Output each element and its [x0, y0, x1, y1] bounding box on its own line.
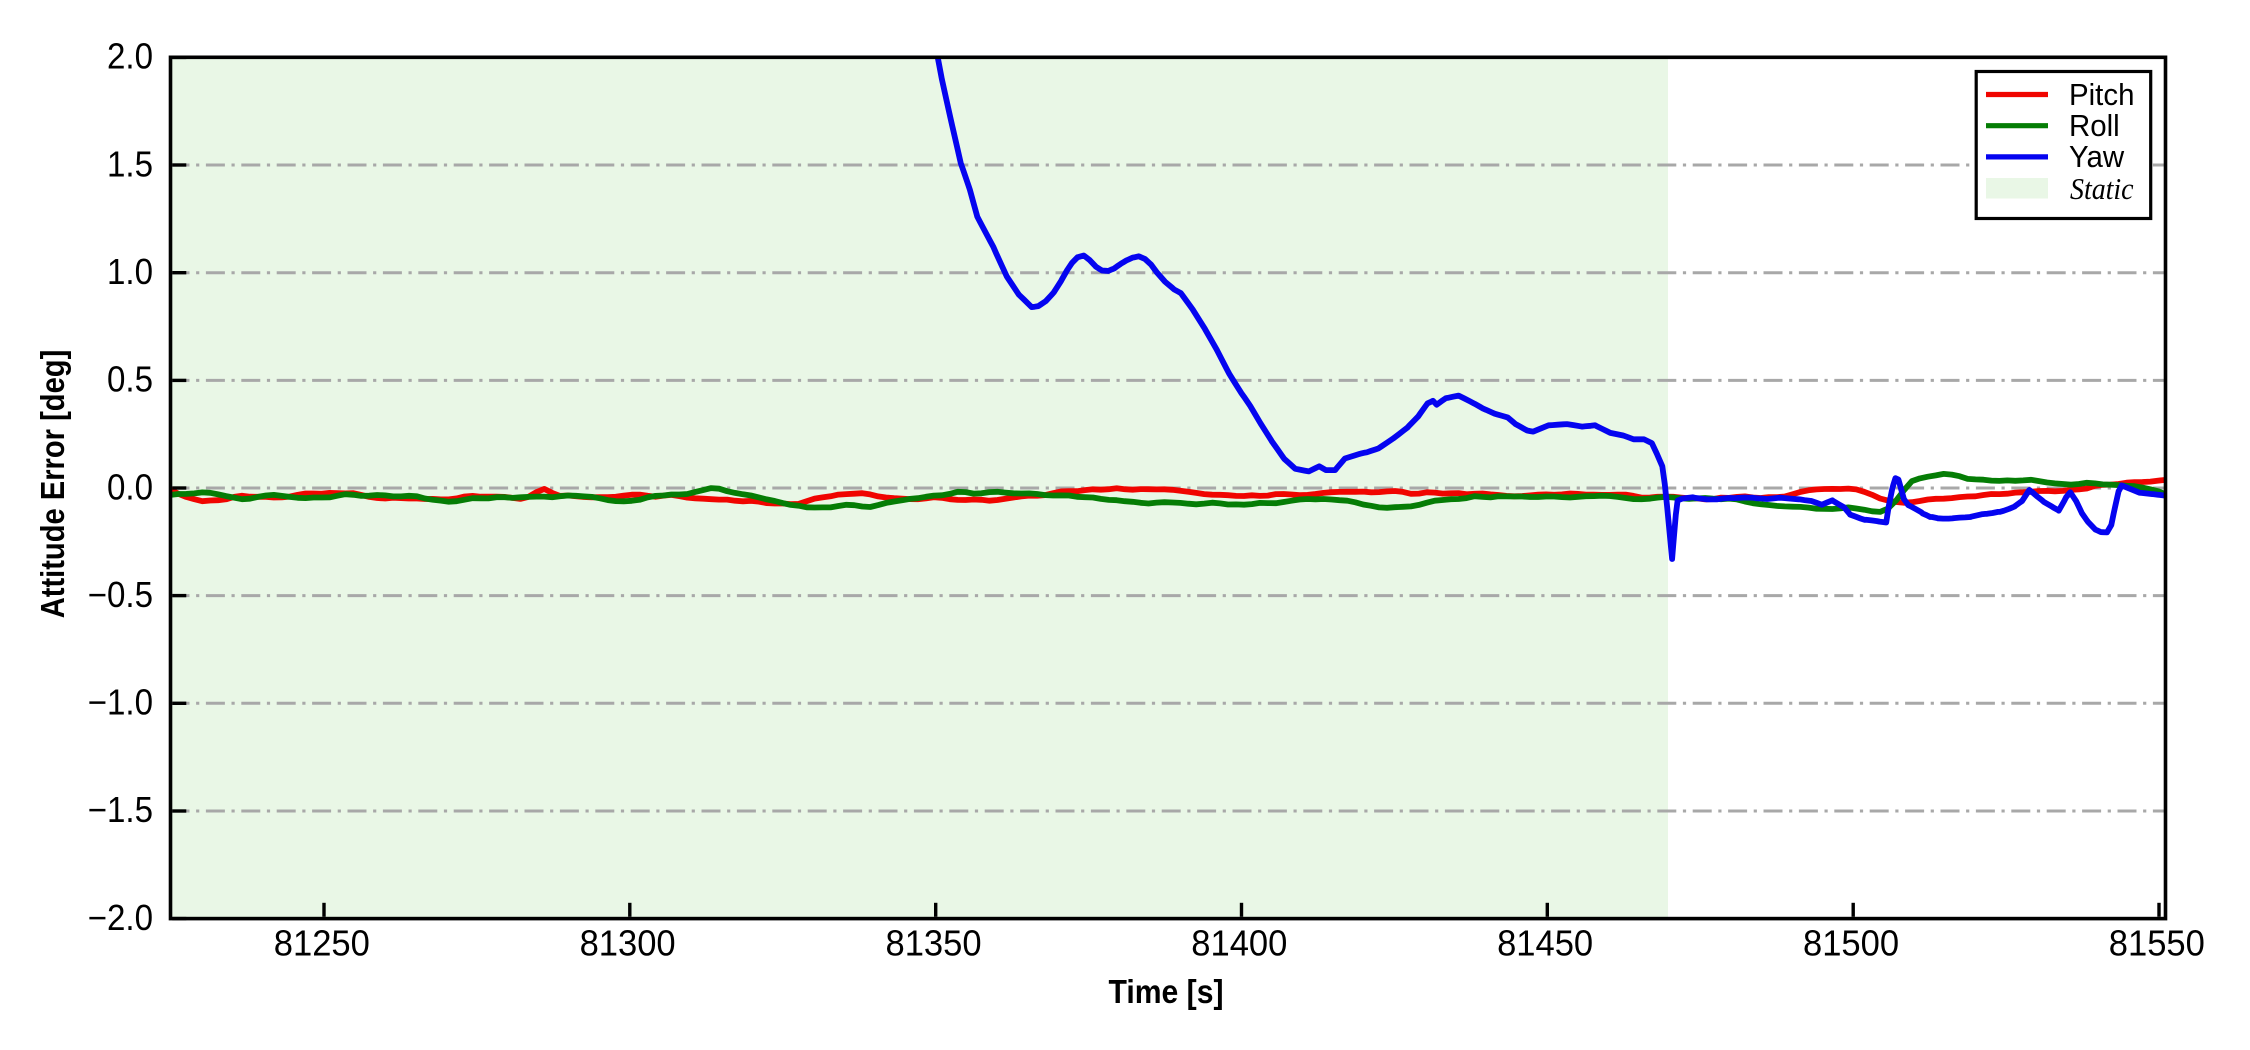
- svg-text:−0.5: −0.5: [88, 576, 153, 616]
- svg-text:81300: 81300: [580, 924, 676, 964]
- svg-text:0.0: 0.0: [107, 468, 153, 508]
- svg-text:81250: 81250: [274, 924, 370, 964]
- svg-text:81400: 81400: [1191, 924, 1287, 964]
- svg-text:Static: Static: [2070, 173, 2134, 207]
- svg-text:81550: 81550: [2109, 924, 2205, 964]
- svg-text:−1.0: −1.0: [88, 683, 153, 723]
- svg-text:81450: 81450: [1497, 924, 1593, 964]
- svg-text:Time [s]: Time [s]: [1108, 973, 1223, 1011]
- svg-text:81500: 81500: [1803, 924, 1899, 964]
- svg-text:Pitch: Pitch: [2069, 78, 2134, 112]
- svg-text:81350: 81350: [885, 924, 981, 964]
- svg-text:Yaw: Yaw: [2069, 141, 2124, 175]
- svg-text:Attitude Error [deg]: Attitude Error [deg]: [34, 350, 71, 619]
- svg-text:−1.5: −1.5: [88, 791, 153, 831]
- svg-text:1.5: 1.5: [107, 145, 153, 185]
- svg-text:Roll: Roll: [2069, 109, 2120, 143]
- svg-text:1.0: 1.0: [107, 253, 153, 293]
- svg-text:2.0: 2.0: [107, 37, 153, 77]
- svg-text:−2.0: −2.0: [88, 899, 153, 939]
- svg-text:0.5: 0.5: [107, 360, 153, 400]
